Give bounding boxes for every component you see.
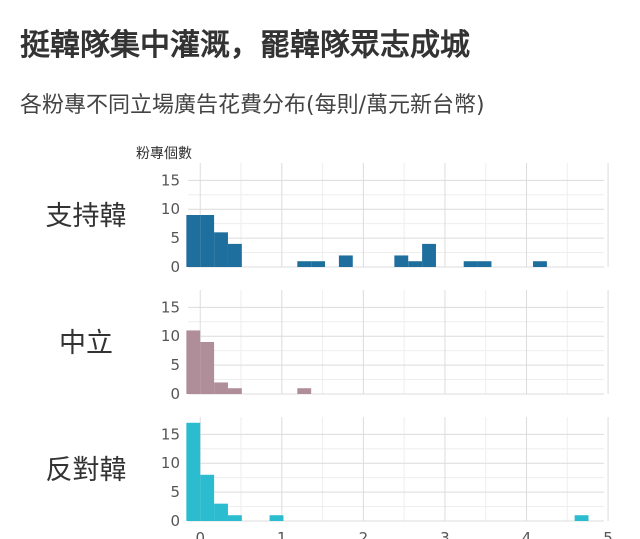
y-tick-label: 15 xyxy=(161,425,180,443)
chart-title: 挺韓隊集中灌溉，罷韓隊眾志成城 xyxy=(20,28,470,63)
x-tick-label: 1 xyxy=(277,529,287,539)
x-tick-label: 4 xyxy=(522,529,532,539)
y-axis-label: 粉專個數 xyxy=(136,146,192,162)
histogram-bar xyxy=(214,503,228,521)
y-tick-label: 0 xyxy=(170,512,180,530)
histogram-bar xyxy=(186,215,201,267)
histogram-bar xyxy=(477,261,492,267)
x-tick-label: 3 xyxy=(440,529,450,539)
y-tick-label: 5 xyxy=(170,483,180,501)
histogram-bar xyxy=(463,261,478,267)
histogram-bar xyxy=(394,255,409,267)
histogram-bar xyxy=(214,232,228,267)
histogram-bar xyxy=(338,255,353,267)
y-tick-label: 5 xyxy=(170,229,180,247)
histogram-bar xyxy=(186,330,201,394)
y-tick-label: 10 xyxy=(161,200,180,218)
x-tick-label: 2 xyxy=(359,529,369,539)
y-tick-label: 10 xyxy=(161,327,180,345)
y-tick-label: 0 xyxy=(170,258,180,276)
histogram-bar xyxy=(227,243,242,267)
histogram-bar xyxy=(574,515,589,521)
y-tick-label: 15 xyxy=(161,298,180,316)
histogram-bar xyxy=(269,515,284,521)
panel-label: 反對韓 xyxy=(46,455,127,486)
y-tick-label: 5 xyxy=(170,356,180,374)
chart-subtitle: 各粉專不同立場廣告花費分布(每則/萬元新台幣) xyxy=(20,93,485,118)
histogram-bar xyxy=(297,388,312,394)
histogram-bar xyxy=(297,261,312,267)
panel-1: 0 5 10 15 支持韓 xyxy=(46,163,609,276)
histogram-bar xyxy=(214,382,228,394)
histogram-bar xyxy=(422,243,436,267)
histogram-bar xyxy=(227,515,242,521)
y-tick-label: 0 xyxy=(170,385,180,403)
x-tick-label: 5 xyxy=(603,529,613,539)
histogram-bar xyxy=(200,342,215,394)
histogram-bar xyxy=(311,261,326,267)
panel-label: 中立 xyxy=(59,328,113,359)
histogram-bar xyxy=(200,215,215,267)
panel-3: 0 5 10 15 反對韓 0 1 2 3 4 5 xyxy=(46,417,613,539)
histogram-bar xyxy=(186,422,201,521)
histogram-bar xyxy=(200,474,215,521)
x-tick-label: 0 xyxy=(195,529,205,539)
histogram-bar xyxy=(408,261,423,267)
panels-group: 0 5 10 15 支持韓 0 5 10 15 中立 0 5 10 15 反對韓 0 1 2 3 4 5 xyxy=(46,163,613,539)
y-tick-label: 15 xyxy=(161,171,180,189)
y-tick-label: 10 xyxy=(161,454,180,472)
panel-label: 支持韓 xyxy=(46,201,127,232)
panel-2: 0 5 10 15 中立 xyxy=(59,290,609,403)
histogram-bar xyxy=(227,388,242,394)
histogram-bar xyxy=(533,261,547,267)
